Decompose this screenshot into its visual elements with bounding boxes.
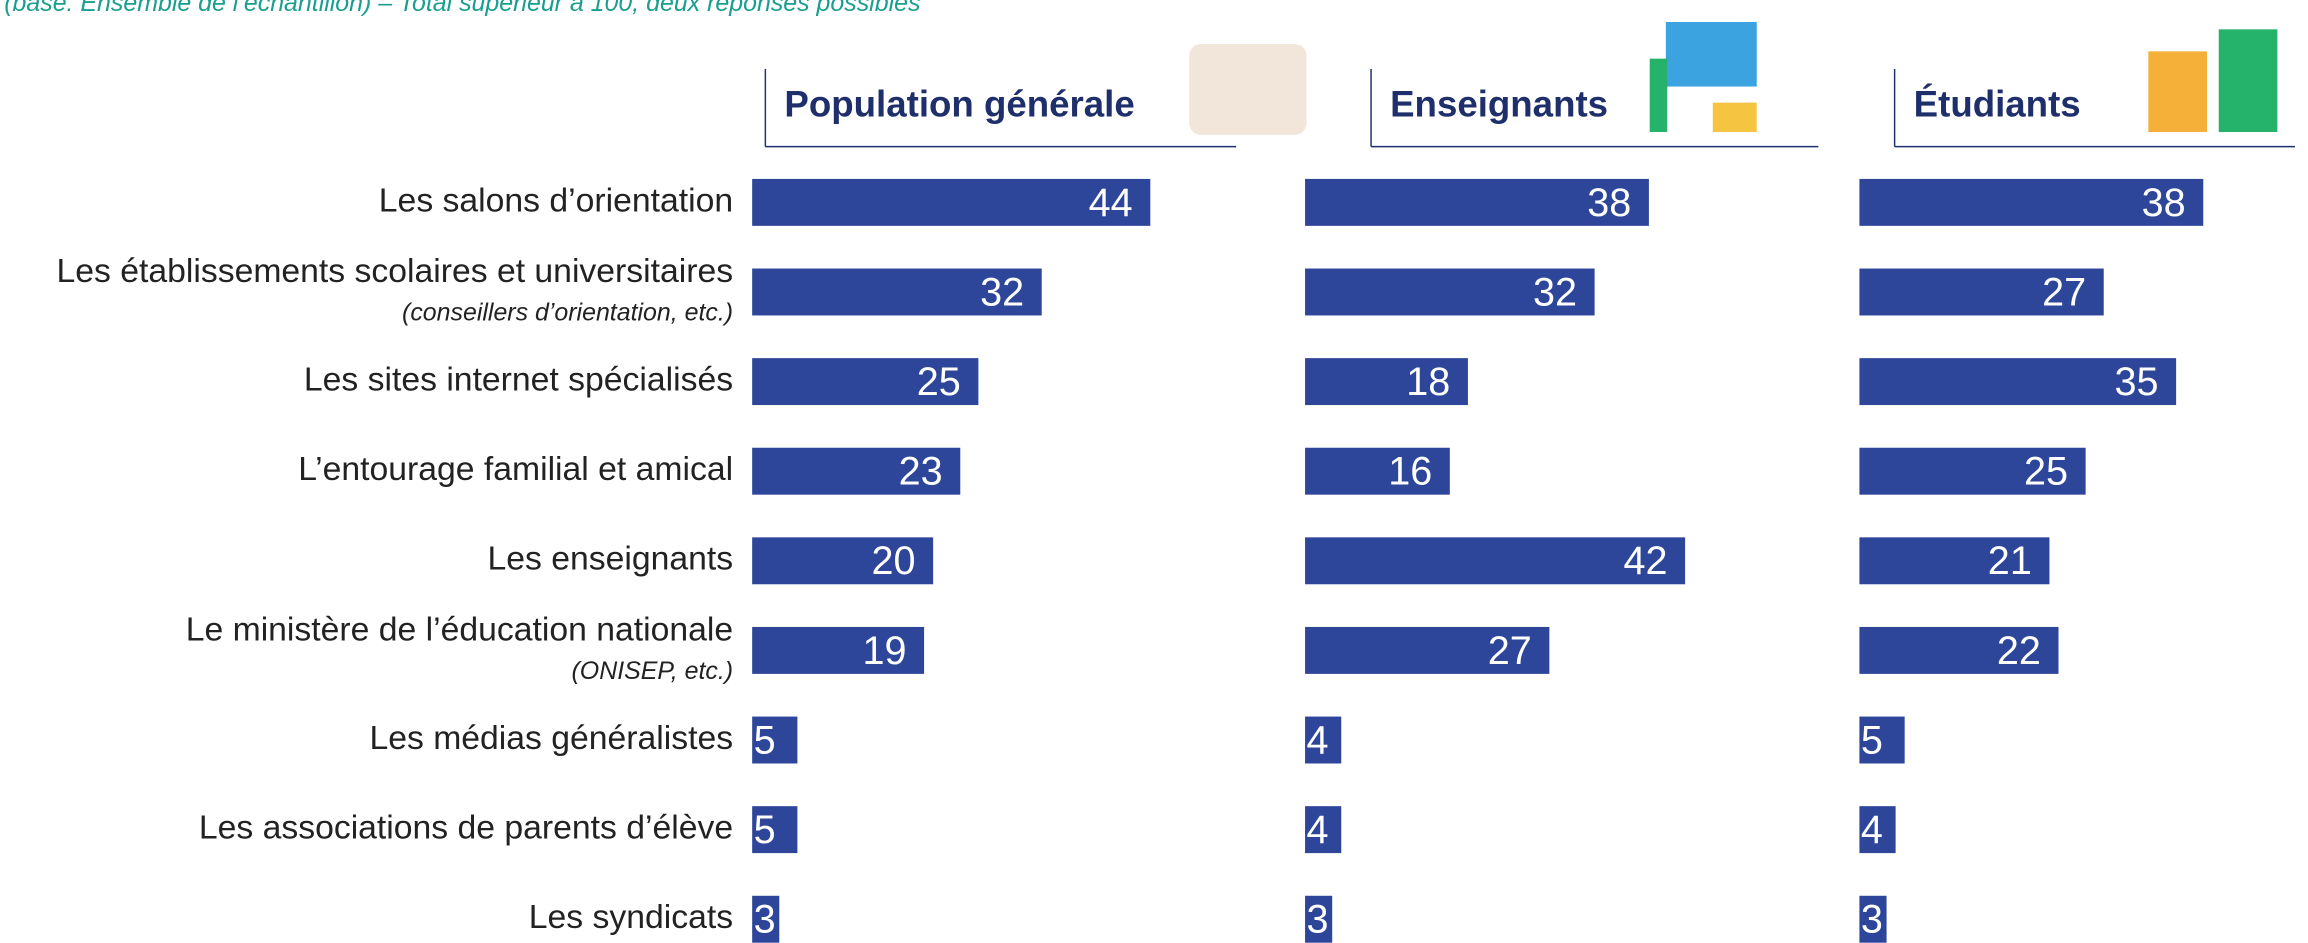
value-label: 4 [1861, 808, 1883, 852]
bar [1859, 268, 2104, 316]
chart-subtitle: (base: Ensemble de l’échantillon) – Tota… [4, 0, 920, 17]
value-label: 20 [872, 539, 916, 583]
bar [752, 268, 1042, 316]
bar [1859, 626, 2059, 674]
value-label: 42 [1623, 539, 1667, 583]
icon-crowd [1189, 43, 1307, 135]
bar [752, 626, 925, 674]
bar [1859, 358, 2177, 406]
bar [752, 178, 1151, 226]
bar [1305, 178, 1649, 226]
bar [752, 806, 798, 854]
bar [752, 537, 934, 585]
category-label: Les associations de parents d’élève [199, 809, 733, 847]
bar [752, 716, 798, 764]
bar [1305, 895, 1333, 943]
value-label: 38 [1587, 181, 1631, 225]
value-label: 5 [754, 808, 776, 852]
value-label: 3 [1861, 898, 1883, 942]
bar [1305, 806, 1342, 854]
category-label: Les médias généralistes [369, 719, 733, 757]
category-label: Les syndicats [529, 898, 733, 936]
value-label: 32 [980, 270, 1024, 314]
value-label: 44 [1089, 181, 1133, 225]
category-label: Les salons d’orientation [379, 181, 733, 219]
bar [1859, 178, 2204, 226]
category-label: Les établissements scolaires et universi… [57, 252, 734, 290]
value-label: 4 [1307, 808, 1329, 852]
value-label: 3 [1307, 898, 1329, 942]
bar [1859, 895, 1887, 943]
value-label: 4 [1307, 718, 1329, 762]
bar [1859, 716, 1905, 764]
legend-label: Enseignants [1390, 84, 1608, 125]
legend-label: Population générale [784, 84, 1134, 125]
bar [1305, 537, 1686, 585]
value-label: 23 [899, 450, 943, 494]
bar [1859, 806, 1896, 854]
bar [1859, 447, 2086, 495]
value-label: 27 [2042, 270, 2086, 314]
value-label: 21 [1988, 539, 2032, 583]
value-label: 25 [917, 360, 961, 404]
value-label: 5 [754, 718, 776, 762]
bar [1305, 358, 1468, 406]
value-label: 16 [1388, 450, 1432, 494]
bar [1305, 268, 1595, 316]
bar [752, 895, 780, 943]
bar [1305, 626, 1550, 674]
value-label: 38 [2142, 181, 2186, 225]
value-label: 18 [1406, 360, 1450, 404]
bar [752, 358, 979, 406]
value-label: 5 [1861, 718, 1883, 762]
value-label: 19 [862, 629, 906, 673]
icon-teacher [1665, 21, 1757, 87]
icon-students [2148, 51, 2207, 132]
value-label: 35 [2114, 360, 2158, 404]
bar [1859, 537, 2050, 585]
category-label: Les enseignants [488, 540, 734, 578]
category-label: Les sites internet spécialisés [304, 361, 733, 399]
value-label: 32 [1533, 270, 1577, 314]
icon-students-2 [2218, 29, 2278, 132]
category-note: (ONISEP, etc.) [572, 657, 734, 685]
category-label: L’entourage familial et amical [298, 450, 733, 488]
value-label: 22 [1997, 629, 2041, 673]
value-label: 25 [2024, 450, 2068, 494]
legend-label: Étudiants [1914, 84, 2081, 125]
decorations [1189, 21, 2278, 135]
value-label: 3 [754, 898, 776, 942]
category-label: Le ministère de l’éducation nationale [186, 610, 733, 648]
icon-teacher-figure [1649, 58, 1668, 132]
category-note: (conseillers d’orientation, etc.) [402, 299, 733, 327]
bar [1305, 447, 1450, 495]
bar [1305, 716, 1342, 764]
icon-desk [1712, 102, 1757, 132]
bar [752, 447, 961, 495]
value-label: 27 [1488, 629, 1532, 673]
